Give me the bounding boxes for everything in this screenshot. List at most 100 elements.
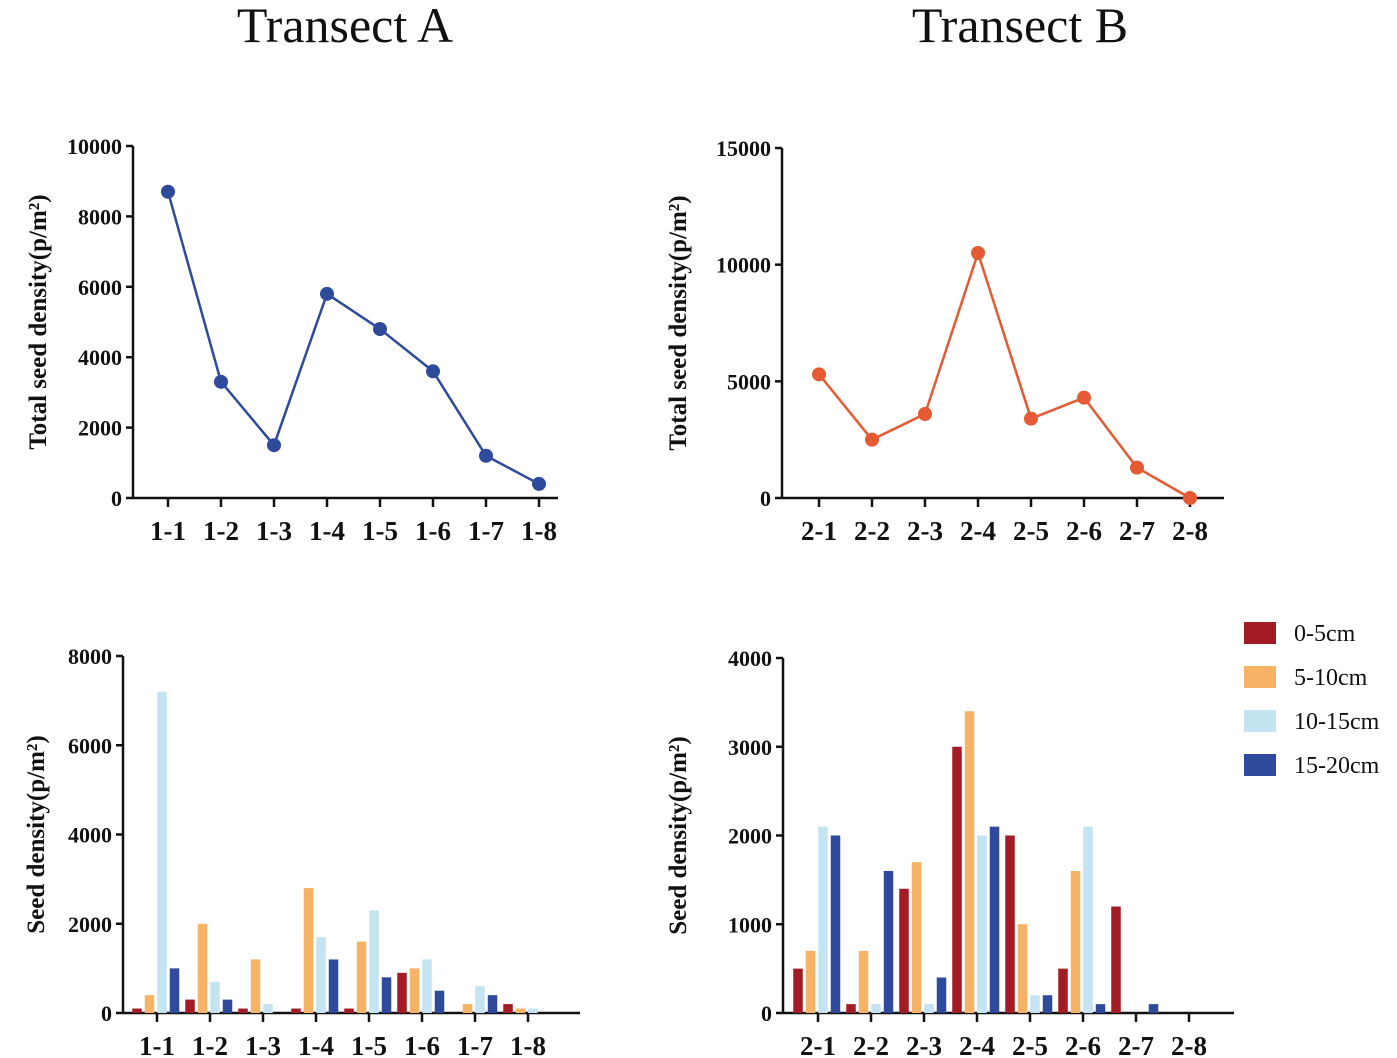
bar-10-15cm xyxy=(369,910,379,1013)
data-point xyxy=(1130,460,1144,475)
panel-b: 0 5000 10000 15000 2-1 2-2 2-3 2-4 2-5 2-6 2-7 2-8 T… xyxy=(665,136,1224,546)
bar-5-10cm xyxy=(356,941,367,1013)
x-tick-label: 2-1 xyxy=(801,516,837,546)
x-tick-label: 2-7 xyxy=(1119,516,1155,546)
bar-0-5cm xyxy=(1111,906,1121,1013)
bar-0-5cm xyxy=(238,1008,248,1013)
x-tick-label: 2-4 xyxy=(959,1031,995,1058)
x-tick-label: 1-1 xyxy=(150,516,186,546)
y-tick-label: 3000 xyxy=(728,735,772,760)
x-tick-label: 1-3 xyxy=(245,1031,281,1058)
x-tick-label: 1-4 xyxy=(309,516,345,546)
bar-0-5cm xyxy=(344,1008,354,1013)
y-tick-label: 0 xyxy=(760,486,771,511)
bar-0-5cm xyxy=(1058,968,1068,1013)
bar-5-10cm xyxy=(964,711,975,1013)
x-tick-label: 1-6 xyxy=(415,516,451,546)
x-tick-label: 2-8 xyxy=(1172,516,1208,546)
bar-5-10cm xyxy=(462,1004,473,1013)
data-point xyxy=(918,407,932,421)
bar-0-5cm xyxy=(132,1008,142,1013)
x-tick-label: 1-7 xyxy=(468,516,504,546)
x-tick-label: 1-5 xyxy=(351,1031,387,1058)
x-tick-label: 1-6 xyxy=(404,1031,440,1058)
bar-0-5cm xyxy=(291,1008,301,1013)
bar-10-15cm xyxy=(977,835,987,1013)
legend-label-5-10cm: 5-10cm xyxy=(1294,665,1368,691)
y-tick-label: 8000 xyxy=(68,644,112,669)
transect-a-title: Transect A xyxy=(237,0,453,53)
panel-d: 0 1000 2000 3000 4000 2-1 2-2 2-3 2-4 2-5 2-6 2-7 2-… xyxy=(665,646,1234,1058)
y-tick-label: 6000 xyxy=(78,275,122,300)
x-tick-label: 1-8 xyxy=(510,1031,546,1058)
data-point xyxy=(479,448,493,463)
bar-5-10cm xyxy=(858,950,869,1013)
y-tick-label: 5000 xyxy=(727,369,771,394)
data-point xyxy=(426,364,440,379)
bar-10-15cm xyxy=(871,1004,881,1013)
y-tick-label: 2000 xyxy=(728,824,772,849)
bar-10-15cm xyxy=(263,1004,273,1013)
bar-0-5cm xyxy=(503,1004,513,1013)
bar-15-20cm xyxy=(1042,995,1053,1013)
bar-0-5cm xyxy=(846,1004,856,1013)
legend-label-10-15cm: 10-15cm xyxy=(1294,709,1380,735)
bar-10-15cm xyxy=(475,986,485,1013)
legend-swatch-15-20cm xyxy=(1244,754,1276,776)
bar-15-20cm xyxy=(989,826,1000,1013)
x-tick-label: 2-3 xyxy=(907,516,943,546)
y-tick-label: 10000 xyxy=(716,253,771,278)
bar-10-15cm xyxy=(528,1008,538,1013)
bar-15-20cm xyxy=(830,835,841,1013)
data-point xyxy=(1024,411,1038,426)
bar-0-5cm xyxy=(1005,835,1015,1013)
bar-5-10cm xyxy=(409,968,420,1013)
data-point xyxy=(1077,390,1091,405)
y-tick-label: 6000 xyxy=(68,733,112,758)
y-axis-label: Total seed density(p/m²) xyxy=(665,195,692,450)
legend-swatch-5-10cm xyxy=(1244,666,1276,688)
depth-legend: 0-5cm 5-10cm 10-15cm 15-20cm xyxy=(1244,621,1380,779)
x-tick-label: 2-3 xyxy=(906,1031,942,1058)
y-tick-label: 0 xyxy=(111,486,122,511)
series-line xyxy=(166,191,540,486)
y-tick-label: 10000 xyxy=(67,134,122,159)
bar-15-20cm xyxy=(381,977,392,1013)
y-axis-label: Seed density(p/m²) xyxy=(665,736,692,934)
legend-swatch-10-15cm xyxy=(1244,710,1276,732)
bar-5-10cm xyxy=(303,888,314,1013)
data-point xyxy=(812,367,826,382)
y-axis-label: Seed density(p/m²) xyxy=(23,735,50,933)
bar-15-20cm xyxy=(936,977,947,1013)
x-tick-label: 2-2 xyxy=(854,516,890,546)
data-point xyxy=(971,246,985,260)
bar-10-15cm xyxy=(924,1004,934,1013)
bar-10-15cm xyxy=(316,937,326,1013)
x-tick-label: 2-1 xyxy=(800,1031,836,1058)
bar-0-5cm xyxy=(793,968,803,1013)
panel-a: 0 2000 4000 6000 8000 10000 1-1 1-2 1-3 1-4 1-5 1-6… xyxy=(25,134,558,546)
y-tick-label: 1000 xyxy=(728,912,772,937)
legend-label-15-20cm: 15-20cm xyxy=(1294,753,1380,779)
y-tick-label: 2000 xyxy=(78,416,122,441)
x-tick-label: 2-4 xyxy=(960,516,996,546)
y-tick-label: 0 xyxy=(101,1001,112,1026)
x-tick-label: 2-7 xyxy=(1118,1031,1154,1058)
bar-5-10cm xyxy=(515,1008,526,1013)
y-tick-label: 8000 xyxy=(78,204,122,229)
x-tick-label: 2-6 xyxy=(1066,516,1102,546)
bar-5-10cm xyxy=(1070,871,1081,1013)
data-point xyxy=(373,322,387,337)
bar-15-20cm xyxy=(222,999,233,1013)
bar-5-10cm xyxy=(144,995,155,1013)
y-tick-label: 4000 xyxy=(728,646,772,671)
bar-15-20cm xyxy=(328,959,339,1013)
bar-15-20cm xyxy=(434,990,445,1013)
legend-label-0-5cm: 0-5cm xyxy=(1294,621,1356,647)
data-point xyxy=(267,438,281,453)
x-tick-label: 1-4 xyxy=(298,1031,334,1058)
bar-10-15cm xyxy=(818,826,828,1013)
y-tick-label: 0 xyxy=(761,1001,772,1026)
bar-0-5cm xyxy=(952,746,962,1013)
